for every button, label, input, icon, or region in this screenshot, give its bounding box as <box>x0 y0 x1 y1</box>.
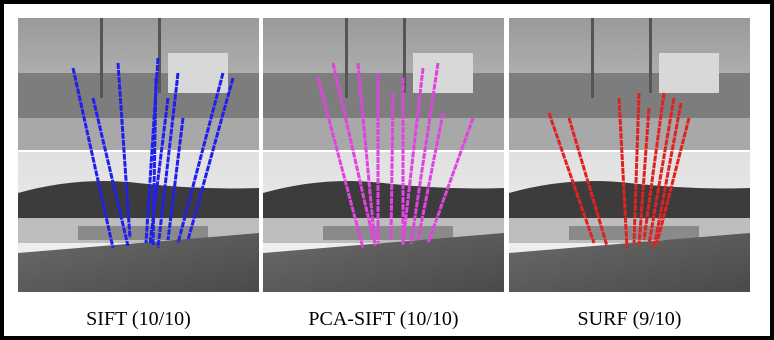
figure: SIFT (10/10) PCA-SIFT (10/10) SURF (9/10) <box>0 0 774 340</box>
water <box>18 118 259 150</box>
panel <box>263 18 504 292</box>
match-line <box>391 93 393 240</box>
panel <box>18 18 259 292</box>
caption: SIFT (10/10) <box>86 308 191 330</box>
mast <box>100 18 103 98</box>
caption: SURF (9/10) <box>578 308 682 330</box>
mast <box>345 18 348 98</box>
water <box>509 118 750 150</box>
mast <box>649 18 652 93</box>
mast <box>591 18 594 98</box>
mast <box>158 18 161 93</box>
panel <box>509 18 750 292</box>
caption: PCA-SIFT (10/10) <box>308 308 458 330</box>
building <box>659 53 719 93</box>
